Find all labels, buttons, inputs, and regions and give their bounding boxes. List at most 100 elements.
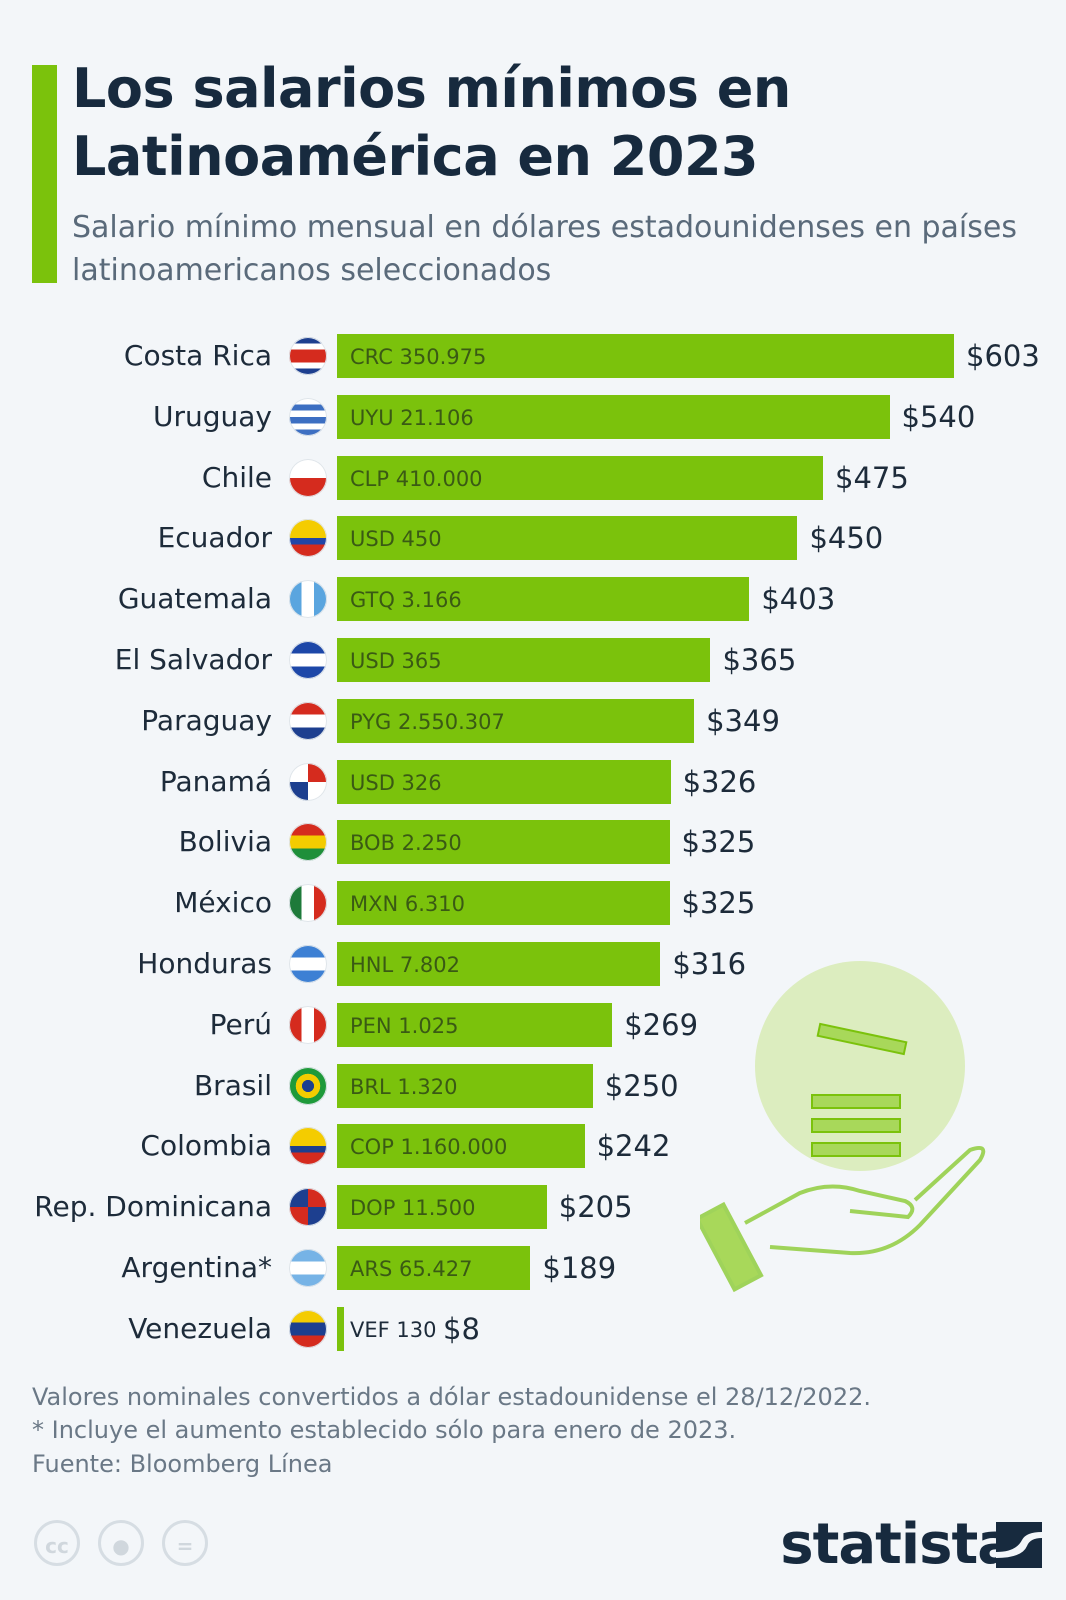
no-derivatives-icon[interactable]: = <box>162 1520 208 1566</box>
bar <box>337 820 670 865</box>
value-label: $349 <box>706 703 780 738</box>
statista-logo-mark-icon <box>996 1522 1042 1568</box>
bar <box>337 1185 547 1230</box>
local-currency-label: PYG 2.550.307 <box>350 709 505 734</box>
bar <box>337 638 711 682</box>
bar <box>337 577 750 622</box>
value-label: $189 <box>542 1251 617 1285</box>
chart-row: Argentina* ARS 65.427 $189 <box>0 1246 1066 1290</box>
local-currency-label: CLP 410.000 <box>350 466 483 491</box>
value-label: $450 <box>809 521 884 556</box>
category-label: Guatemala <box>117 582 272 616</box>
local-currency-label: BRL 1.320 <box>350 1074 458 1099</box>
value-label: $316 <box>672 947 747 981</box>
local-currency-label: VEF 130 <box>350 1317 437 1342</box>
category-label: Brasil <box>193 1068 272 1102</box>
category-label: Chile <box>201 460 272 494</box>
value-label: $540 <box>901 399 976 434</box>
local-currency-label: USD 365 <box>350 649 442 673</box>
bar <box>337 881 670 926</box>
flag-ecuador-icon <box>289 519 327 558</box>
bar <box>337 455 824 500</box>
bar <box>337 516 798 561</box>
flag-chile-icon <box>289 458 327 497</box>
flag-costa-rica-icon <box>289 337 327 375</box>
footnote-conversion: Valores nominales convertidos a dólar es… <box>32 1383 871 1411</box>
flag-dominican-republic-icon <box>289 1188 327 1227</box>
local-currency-label: COP 1.160.000 <box>350 1135 508 1160</box>
local-currency-label: ARS 65.427 <box>350 1257 473 1281</box>
chart-row: Perú PEN 1.025 $269 <box>0 1002 1066 1047</box>
value-label: $365 <box>722 643 797 677</box>
flag-mexico-icon <box>289 884 327 923</box>
page-subtitle: Salario mínimo mensual en dólares estado… <box>72 210 1017 288</box>
statista-logo[interactable]: statista <box>780 1512 1015 1577</box>
chart-row: Colombia COP 1.160.000 $242 <box>0 1124 1066 1169</box>
category-label: Rep. Dominicana <box>34 1190 272 1224</box>
chart-row: Paraguay PYG 2.550.307 $349 <box>0 698 1066 743</box>
local-currency-label: BOB 2.250 <box>350 831 462 856</box>
category-label: Ecuador <box>157 521 272 555</box>
chart-row: Bolivia BOB 2.250 $325 <box>0 820 1066 865</box>
value-label: $326 <box>682 764 757 799</box>
bar <box>337 698 695 743</box>
chart-row: Honduras HNL 7.802 $316 <box>0 942 1066 986</box>
value-label: $325 <box>681 825 756 860</box>
accent-bar <box>32 65 57 283</box>
bar <box>337 1063 593 1108</box>
flag-paraguay-icon <box>289 701 327 740</box>
category-label: Perú <box>209 1007 272 1041</box>
chart-row: Ecuador USD 450 $450 <box>0 516 1066 561</box>
source: Fuente: Bloomberg Línea <box>32 1450 333 1478</box>
chart-row: Guatemala GTQ 3.166 $403 <box>0 577 1066 622</box>
local-currency-label: MXN 6.310 <box>350 892 466 917</box>
value-label: $8 <box>443 1311 480 1346</box>
chart-row: México MXN 6.310 $325 <box>0 881 1066 926</box>
category-label: México <box>174 886 272 920</box>
chart-row: Chile CLP 410.000 $475 <box>0 455 1066 500</box>
category-label: Bolivia <box>178 825 272 859</box>
bar <box>337 1002 613 1047</box>
flag-el-salvador-icon <box>289 641 327 679</box>
local-currency-label: PEN 1.025 <box>350 1013 459 1038</box>
category-label: Uruguay <box>153 399 272 433</box>
bar <box>337 394 890 439</box>
value-label: $403 <box>761 582 836 617</box>
bar <box>337 942 661 986</box>
bar <box>337 1124 585 1169</box>
bar <box>337 334 954 378</box>
category-label: Honduras <box>137 947 272 980</box>
category-label: Argentina* <box>121 1251 272 1284</box>
flag-colombia-icon <box>289 1127 327 1166</box>
local-currency-label: HNL 7.802 <box>350 953 460 977</box>
flag-guatemala-icon <box>289 580 327 619</box>
value-label: $325 <box>681 886 756 921</box>
category-label: Costa Rica <box>123 339 272 372</box>
local-currency-label: USD 450 <box>350 527 442 552</box>
value-label: $250 <box>604 1068 679 1103</box>
local-currency-label: USD 326 <box>350 770 442 795</box>
chart-row: Panamá USD 326 $326 <box>0 759 1066 804</box>
category-label: Paraguay <box>141 703 272 737</box>
category-label: Panamá <box>159 764 272 798</box>
attribution-icon[interactable]: ● <box>98 1520 144 1566</box>
value-label: $269 <box>624 1007 699 1042</box>
category-label: El Salvador <box>114 643 272 676</box>
chart-row: Uruguay UYU 21.106 $540 <box>0 394 1066 439</box>
chart-row: El Salvador USD 365 $365 <box>0 638 1066 682</box>
cc-icon[interactable]: cc <box>34 1520 80 1566</box>
bar <box>337 759 671 804</box>
value-label: $205 <box>558 1190 633 1225</box>
chart-row: Brasil BRL 1.320 $250 <box>0 1063 1066 1108</box>
money-hand-illustration <box>700 961 986 1293</box>
flag-bolivia-icon <box>289 823 327 862</box>
chart-row: Venezuela VEF 130 $8 <box>0 1306 1066 1351</box>
value-label: $603 <box>966 339 1040 373</box>
local-currency-label: DOP 11.500 <box>350 1196 476 1221</box>
category-label: Colombia <box>140 1129 272 1163</box>
page-title: Los salarios mínimos en Latinoamérica en… <box>72 57 791 188</box>
flag-honduras-icon <box>289 945 327 983</box>
local-currency-label: UYU 21.106 <box>350 405 474 430</box>
value-label: $242 <box>596 1129 671 1164</box>
chart-row: Rep. Dominicana DOP 11.500 $205 <box>0 1185 1066 1230</box>
